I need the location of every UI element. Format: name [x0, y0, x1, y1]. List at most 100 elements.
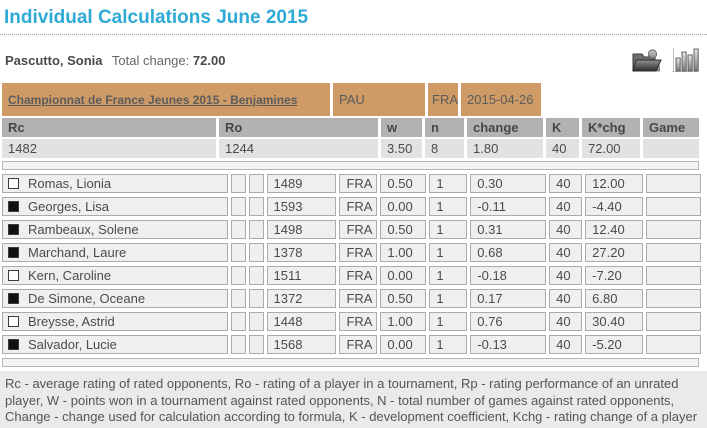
player-name: Pascutto, Sonia	[5, 52, 103, 68]
opponent-rating: 1593	[266, 197, 337, 216]
opponent-name-cell: Kern, Caroline	[2, 266, 228, 285]
opponent-kchg: 12.40	[585, 220, 644, 239]
tournament-date: 2015-04-26	[461, 83, 541, 116]
opponent-name: Rambeaux, Solene	[28, 222, 139, 237]
opponent-name: Romas, Lionia	[28, 176, 112, 191]
opponent-game	[646, 312, 701, 331]
opponent-game	[646, 174, 701, 193]
opponent-rows: Romas, Lionia 1489 FRA 0.50 1 0.30 40 12…	[2, 174, 701, 354]
piece-color-square	[8, 201, 19, 212]
opponent-n: 1	[429, 266, 468, 285]
opponent-change: 0.76	[470, 312, 547, 331]
piece-color-square	[8, 178, 19, 189]
opponent-n: 1	[429, 289, 468, 308]
empty-cell	[248, 266, 264, 285]
opponent-game	[646, 335, 701, 354]
opponent-game	[646, 220, 701, 239]
opponent-federation: FRA	[339, 197, 378, 216]
empty-cell	[230, 174, 246, 193]
opponent-name: Georges, Lisa	[28, 199, 109, 214]
empty-cell	[230, 289, 246, 308]
bar-chart-icon[interactable]	[671, 47, 699, 74]
opponent-federation: FRA	[339, 312, 378, 331]
opponent-change: -0.18	[470, 266, 547, 285]
opponent-n: 1	[429, 335, 468, 354]
opponent-kchg: -5.20	[585, 335, 644, 354]
summary-game	[643, 139, 699, 158]
opponent-k: 40	[549, 174, 583, 193]
tournament-link[interactable]: Championnat de France Jeunes 2015 - Benj…	[2, 83, 330, 116]
opponent-w: 0.50	[380, 289, 427, 308]
opponent-name: Breysse, Astrid	[28, 314, 115, 329]
opponent-row: Breysse, Astrid 1448 FRA 1.00 1 0.76 40 …	[2, 312, 701, 331]
opponent-kchg: -4.40	[585, 197, 644, 216]
opponent-w: 1.00	[380, 312, 427, 331]
opponent-change: -0.11	[470, 197, 547, 216]
opponent-n: 1	[429, 243, 468, 262]
summary-w: 3.50	[381, 139, 422, 158]
opponent-k: 40	[549, 243, 583, 262]
opponent-name-cell: Georges, Lisa	[2, 197, 228, 216]
opponent-w: 1.00	[380, 243, 427, 262]
opponent-kchg: 27.20	[585, 243, 644, 262]
piece-color-square	[8, 293, 19, 304]
empty-cell	[230, 243, 246, 262]
calculations-table: Championnat de France Jeunes 2015 - Benj…	[2, 83, 701, 367]
separator-bar-bottom	[2, 358, 699, 367]
opponent-kchg: 6.80	[585, 289, 644, 308]
opponent-k: 40	[549, 266, 583, 285]
subject-row: Pascutto, Sonia Total change: 72.00	[0, 35, 707, 79]
opponent-row: De Simone, Oceane 1372 FRA 0.50 1 0.17 4…	[2, 289, 701, 308]
opponent-n: 1	[429, 197, 468, 216]
opponent-rating: 1489	[266, 174, 337, 193]
opponent-kchg: 30.40	[585, 312, 644, 331]
opponent-row: Georges, Lisa 1593 FRA 0.00 1 -0.11 40 -…	[2, 197, 701, 216]
opponent-row: Romas, Lionia 1489 FRA 0.50 1 0.30 40 12…	[2, 174, 701, 193]
profile-folder-icon[interactable]	[631, 47, 662, 74]
header-game: Game	[643, 118, 699, 137]
summary-row: 1482 1244 3.50 8 1.80 40 72.00	[2, 139, 701, 158]
opponent-change: 0.68	[470, 243, 547, 262]
piece-color-square	[8, 224, 19, 235]
piece-color-square	[8, 316, 19, 327]
opponent-name-cell: De Simone, Oceane	[2, 289, 228, 308]
table-header-row: Rc Ro w n change K K*chg Game	[2, 118, 701, 137]
summary-n: 8	[425, 139, 464, 158]
opponent-row: Salvador, Lucie 1568 FRA 0.00 1 -0.13 40…	[2, 335, 701, 354]
opponent-game	[646, 243, 701, 262]
opponent-federation: FRA	[339, 174, 378, 193]
summary-ro: 1244	[219, 139, 378, 158]
total-change-value: 72.00	[192, 52, 226, 68]
opponent-name: Salvador, Lucie	[28, 337, 117, 352]
empty-cell	[248, 335, 264, 354]
toolbar-icons	[631, 47, 701, 74]
opponent-row: Kern, Caroline 1511 FRA 0.00 1 -0.18 40 …	[2, 266, 701, 285]
header-change: change	[467, 118, 543, 137]
opponent-k: 40	[549, 312, 583, 331]
empty-cell	[230, 312, 246, 331]
opponent-row: Marchand, Laure 1378 FRA 1.00 1 0.68 40 …	[2, 243, 701, 262]
opponent-rating: 1498	[266, 220, 337, 239]
opponent-rating: 1511	[266, 266, 337, 285]
tournament-city: PAU	[333, 83, 425, 116]
opponent-w: 0.00	[380, 266, 427, 285]
opponent-kchg: -7.20	[585, 266, 644, 285]
empty-cell	[248, 220, 264, 239]
opponent-change: -0.13	[470, 335, 547, 354]
piece-color-square	[8, 339, 19, 350]
opponent-w: 0.00	[380, 335, 427, 354]
opponent-name-cell: Rambeaux, Solene	[2, 220, 228, 239]
piece-color-square	[8, 270, 19, 281]
opponent-w: 0.50	[380, 220, 427, 239]
opponent-row: Rambeaux, Solene 1498 FRA 0.50 1 0.31 40…	[2, 220, 701, 239]
total-change-label: Total change:	[111, 52, 190, 68]
empty-cell	[248, 243, 264, 262]
page-title: Individual Calculations June 2015	[0, 0, 707, 35]
opponent-game	[646, 289, 701, 308]
opponent-name-cell: Breysse, Astrid	[2, 312, 228, 331]
separator-bar-top	[2, 161, 699, 170]
opponent-federation: FRA	[339, 266, 378, 285]
header-n: n	[425, 118, 464, 137]
opponent-k: 40	[549, 289, 583, 308]
